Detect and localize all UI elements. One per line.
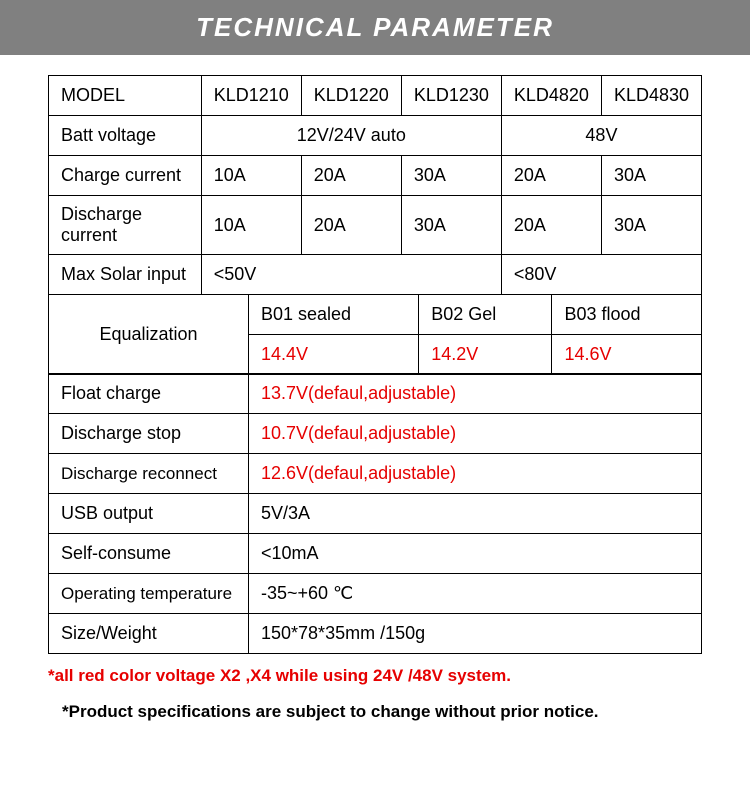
cell-usb-label: USB output xyxy=(49,494,249,534)
cell-batt-1224: 12V/24V auto xyxy=(201,116,501,156)
cell-model-4: KLD4830 xyxy=(601,76,701,116)
cell-float-label: Float charge xyxy=(49,374,249,414)
cell-charge-label: Charge current xyxy=(49,156,202,196)
cell-discharge-label: Discharge current xyxy=(49,196,202,255)
footnote-black: *Product specifications are subject to c… xyxy=(0,690,750,726)
cell-size-label: Size/Weight xyxy=(49,614,249,654)
cell-model-2: KLD1230 xyxy=(401,76,501,116)
cell-charge-3: 20A xyxy=(501,156,601,196)
cell-maxsolar-80: <80V xyxy=(501,255,701,295)
spec-sheet: TECHNICAL PARAMETER MODEL KLD1210 KLD122… xyxy=(0,0,750,726)
cell-charge-4: 30A xyxy=(601,156,701,196)
cell-discharge-0: 10A xyxy=(201,196,301,255)
cell-charge-1: 20A xyxy=(301,156,401,196)
cell-model-3: KLD4820 xyxy=(501,76,601,116)
cell-dreconn-label: Discharge reconnect xyxy=(49,454,249,494)
cell-optemp-label: Operating temperature xyxy=(49,574,249,614)
row-dstop: Discharge stop 10.7V(defaul,adjustable) xyxy=(49,414,702,454)
footnote-red: *all red color voltage X2 ,X4 while usin… xyxy=(0,654,750,690)
cell-eq-val-0: 14.4V xyxy=(249,334,419,374)
cell-discharge-2: 30A xyxy=(401,196,501,255)
cell-charge-2: 30A xyxy=(401,156,501,196)
cell-eq-type-1: B02 Gel xyxy=(419,294,552,334)
row-dreconn: Discharge reconnect 12.6V(defaul,adjusta… xyxy=(49,454,702,494)
cell-usb-val: 5V/3A xyxy=(249,494,702,534)
cell-self-val: <10mA xyxy=(249,534,702,574)
cell-eq-type-2: B03 flood xyxy=(552,294,702,334)
cell-size-val: 150*78*35mm /150g xyxy=(249,614,702,654)
cell-optemp-val: -35~+60 ℃ xyxy=(249,574,702,614)
row-model: MODEL KLD1210 KLD1220 KLD1230 KLD4820 KL… xyxy=(49,76,702,116)
cell-eq-label: Equalization xyxy=(49,294,249,374)
row-discharge-current: Discharge current 10A 20A 30A 20A 30A xyxy=(49,196,702,255)
row-eq-types: Equalization B01 sealed B02 Gel B03 floo… xyxy=(49,294,702,334)
title-bar: TECHNICAL PARAMETER xyxy=(0,0,750,55)
cell-eq-type-0: B01 sealed xyxy=(249,294,419,334)
cell-dstop-label: Discharge stop xyxy=(49,414,249,454)
row-batt-voltage: Batt voltage 12V/24V auto 48V xyxy=(49,116,702,156)
cell-discharge-4: 30A xyxy=(601,196,701,255)
row-charge-current: Charge current 10A 20A 30A 20A 30A xyxy=(49,156,702,196)
cell-self-label: Self-consume xyxy=(49,534,249,574)
spec-table-eq: Equalization B01 sealed B02 Gel B03 floo… xyxy=(48,294,702,375)
row-self: Self-consume <10mA xyxy=(49,534,702,574)
cell-batt-48: 48V xyxy=(501,116,701,156)
cell-batt-label: Batt voltage xyxy=(49,116,202,156)
cell-eq-val-2: 14.6V xyxy=(552,334,702,374)
cell-dstop-val: 10.7V(defaul,adjustable) xyxy=(249,414,702,454)
table-container: MODEL KLD1210 KLD1220 KLD1230 KLD4820 KL… xyxy=(0,55,750,654)
cell-model-1: KLD1220 xyxy=(301,76,401,116)
cell-discharge-1: 20A xyxy=(301,196,401,255)
spec-table: MODEL KLD1210 KLD1220 KLD1230 KLD4820 KL… xyxy=(48,75,702,295)
cell-discharge-3: 20A xyxy=(501,196,601,255)
cell-maxsolar-label: Max Solar input xyxy=(49,255,202,295)
row-usb: USB output 5V/3A xyxy=(49,494,702,534)
cell-maxsolar-50: <50V xyxy=(201,255,501,295)
spec-table-bottom: Float charge 13.7V(defaul,adjustable) Di… xyxy=(48,373,702,654)
cell-float-val: 13.7V(defaul,adjustable) xyxy=(249,374,702,414)
cell-dreconn-val: 12.6V(defaul,adjustable) xyxy=(249,454,702,494)
cell-model-label: MODEL xyxy=(49,76,202,116)
row-max-solar: Max Solar input <50V <80V xyxy=(49,255,702,295)
cell-model-0: KLD1210 xyxy=(201,76,301,116)
cell-eq-val-1: 14.2V xyxy=(419,334,552,374)
row-float: Float charge 13.7V(defaul,adjustable) xyxy=(49,374,702,414)
row-optemp: Operating temperature -35~+60 ℃ xyxy=(49,574,702,614)
row-size: Size/Weight 150*78*35mm /150g xyxy=(49,614,702,654)
cell-charge-0: 10A xyxy=(201,156,301,196)
